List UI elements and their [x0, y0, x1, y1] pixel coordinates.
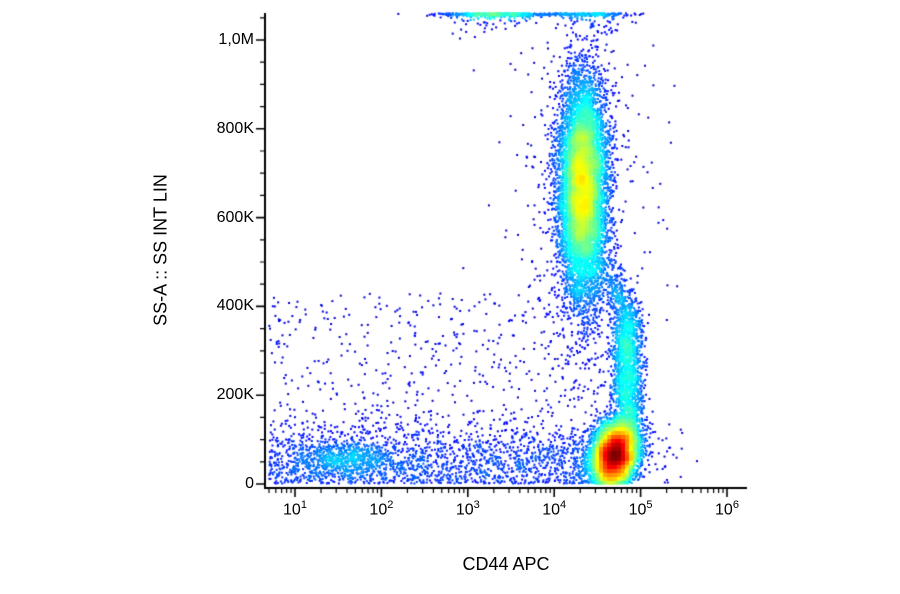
x-axis-label: CD44 APC	[462, 554, 550, 574]
y-axis-label: SS-A :: SS INT LIN	[150, 174, 171, 326]
